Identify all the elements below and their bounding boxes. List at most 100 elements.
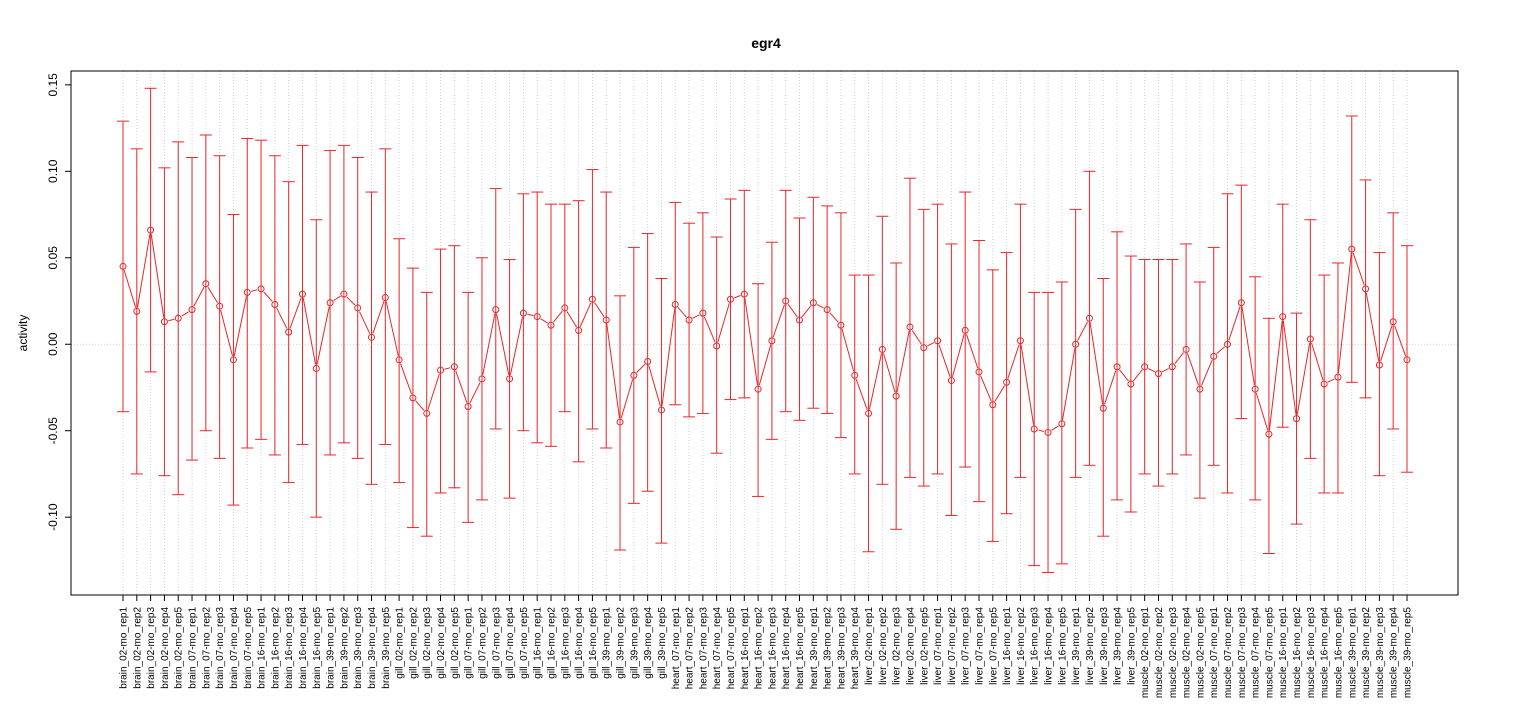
error-bar [282, 181, 295, 484]
series-segment [1352, 252, 1365, 286]
error-bar [614, 295, 627, 551]
data-point [906, 323, 914, 331]
error-bar [973, 239, 985, 503]
error-bar [1097, 278, 1110, 537]
series-segment [482, 313, 496, 376]
series-segment [372, 301, 385, 334]
series-segment [427, 373, 440, 410]
y-axis-label: activity [16, 315, 30, 352]
x-tick-label: brain_39-mo_rep4 [367, 607, 378, 689]
error-bar [489, 188, 502, 430]
series-segment [276, 307, 288, 329]
error-bar [117, 120, 129, 413]
data-point [133, 307, 141, 315]
x-tick-label: muscle_39-mo_rep1 [1347, 607, 1358, 699]
error-bar [1124, 255, 1137, 513]
data-point [1182, 345, 1190, 353]
error-bar [241, 137, 254, 449]
error-bar [738, 189, 751, 399]
data-point [1141, 363, 1149, 371]
series-segment [661, 308, 676, 407]
x-tick-label: liver_16-mo_rep5 [1057, 607, 1068, 685]
data-point [1306, 335, 1314, 343]
data-point [726, 295, 734, 303]
error-bar [1262, 317, 1275, 554]
series-segment [1296, 342, 1311, 415]
x-tick-label: liver_16-mo_rep3 [1030, 607, 1041, 685]
error-bar [1180, 243, 1193, 456]
data-point [1113, 363, 1121, 371]
data-point [975, 368, 983, 376]
error-bar [1276, 203, 1289, 428]
x-tick-label: gill_02-mo_rep4 [436, 607, 447, 679]
x-tick-label: liver_39-mo_rep5 [1126, 607, 1137, 685]
x-tick-label: brain_07-mo_rep5 [243, 607, 254, 689]
data-point [616, 418, 624, 426]
data-point [450, 363, 458, 371]
error-bar [903, 177, 916, 478]
error-bar [821, 205, 834, 414]
x-axis: brain_02-mo_rep1 brain_02-mo_rep2 brain_02… [119, 595, 1414, 698]
x-tick-label: gill_39-mo_rep3 [629, 607, 640, 679]
series-segment [1174, 352, 1184, 364]
data-point [492, 306, 500, 314]
series-segment [980, 375, 992, 402]
series-segment [1241, 306, 1255, 386]
data-point [837, 321, 845, 329]
x-tick-label: brain_02-mo_rep1 [119, 607, 130, 689]
x-tick-label: brain_39-mo_rep1 [326, 607, 337, 689]
y-tick-label: 0.00 [46, 332, 60, 356]
series-segment [703, 316, 716, 343]
x-tick-label: liver_07-mo_rep4 [975, 607, 986, 685]
series-segment [1020, 344, 1035, 426]
x-tick-label: liver_07-mo_rep2 [947, 607, 958, 685]
x-tick-label: muscle_39-mo_rep4 [1389, 607, 1400, 699]
x-tick-label: gill_07-mo_rep1 [464, 607, 475, 679]
x-tick-label: muscle_16-mo_rep5 [1333, 607, 1344, 699]
series-segment [965, 334, 979, 369]
error-bar [752, 283, 765, 497]
data-point [685, 316, 693, 324]
x-tick-label: muscle_02-mo_rep4 [1182, 607, 1193, 699]
x-tick-label: muscle_07-mo_rep5 [1264, 607, 1275, 699]
series-segment [579, 302, 592, 327]
x-tick-label: muscle_02-mo_rep5 [1195, 607, 1206, 699]
series-segment [801, 305, 812, 318]
x-tick-label: brain_02-mo_rep4 [160, 607, 171, 689]
series-segment [896, 330, 910, 393]
data-point [1389, 318, 1397, 326]
x-tick-label: liver_02-mo_rep1 [864, 607, 875, 685]
error-bar [572, 200, 585, 463]
error-bar [406, 267, 419, 529]
series-segment [136, 233, 151, 308]
error-bar [310, 219, 323, 518]
series-segment [677, 307, 687, 318]
data-point [989, 401, 997, 409]
series-segment [1327, 378, 1335, 383]
x-tick-label: liver_07-mo_rep1 [933, 607, 944, 685]
error-bar [255, 139, 268, 440]
error-bar [807, 196, 820, 409]
x-tick-label: brain_16-mo_rep5 [312, 607, 323, 689]
data-point [243, 288, 251, 296]
x-tick-label: brain_07-mo_rep4 [229, 607, 240, 689]
series-segment [251, 289, 258, 292]
error-bar [1138, 259, 1151, 475]
data-point [409, 394, 417, 402]
series-segment [951, 334, 965, 377]
series-segment [994, 385, 1005, 402]
error-bar [1152, 259, 1165, 487]
error-bar [876, 215, 889, 485]
error-bar [1331, 262, 1344, 494]
data-point [920, 344, 928, 352]
data-point [1293, 415, 1301, 423]
chart-title: egr4 [751, 35, 781, 51]
error-bar [627, 246, 640, 504]
x-tick-label: liver_07-mo_rep3 [961, 607, 972, 685]
error-bar [724, 198, 737, 401]
x-tick-label: muscle_16-mo_rep4 [1320, 607, 1331, 699]
data-point [1251, 385, 1259, 393]
data-point [699, 309, 707, 317]
data-point [1362, 285, 1370, 293]
data-point [464, 402, 472, 410]
